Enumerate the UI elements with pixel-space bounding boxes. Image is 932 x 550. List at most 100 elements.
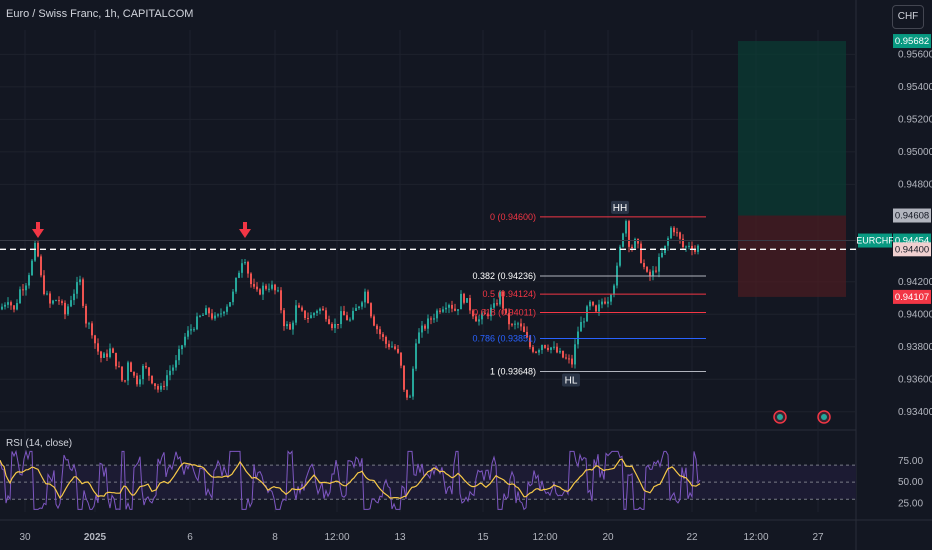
candle-body [10, 302, 12, 306]
candle-body [91, 323, 93, 336]
price-badge-bg [893, 208, 931, 223]
candle-body [448, 304, 450, 308]
candle-body [85, 305, 87, 324]
candle-body [586, 306, 588, 322]
candle-body [382, 334, 384, 337]
candle-body [649, 271, 651, 277]
candle-body [376, 325, 378, 330]
candle-body [52, 300, 54, 304]
symbol-badge-label: EURCHF [856, 236, 894, 246]
time-tick-label: 13 [394, 532, 406, 543]
candle-body [667, 238, 669, 246]
candle-body [82, 279, 84, 306]
candle-body [544, 345, 546, 348]
candle-body [208, 308, 210, 314]
fib-level-label: 0 (0.94600) [490, 212, 536, 222]
candle-body [490, 307, 492, 317]
candle-body [274, 284, 276, 291]
candle-body [532, 347, 534, 352]
position-loss-zone [738, 215, 846, 297]
candle-body [223, 311, 225, 314]
price-tick-label: 0.93600 [898, 374, 932, 385]
currency-button[interactable]: CHF [892, 5, 924, 29]
candle-body [520, 323, 522, 327]
candle-body [307, 318, 309, 320]
swing-tag-bg [562, 373, 580, 387]
candle-body [526, 331, 528, 338]
candle-body [352, 310, 354, 320]
candle-body [166, 375, 168, 387]
down-arrow-icon [243, 222, 247, 230]
rsi-tick-label: 75.00 [898, 456, 923, 467]
candle-body [64, 302, 66, 315]
candle-body [535, 351, 537, 353]
candle-body [325, 310, 327, 320]
candle-body [568, 358, 570, 360]
candle-body [406, 389, 408, 398]
candle-body [79, 279, 81, 283]
candle-body [232, 291, 234, 303]
candle-body [43, 275, 45, 295]
candle-body [109, 348, 111, 358]
time-tick-label: 12:00 [324, 532, 349, 543]
candle-body [688, 245, 690, 247]
candle-body [178, 349, 180, 361]
candle-body [139, 379, 141, 385]
price-tick-label: 0.94800 [898, 179, 932, 190]
fib-level-label: 0.382 (0.94236) [472, 271, 536, 281]
time-tick-label: 20 [602, 532, 614, 543]
candle-body [190, 329, 192, 331]
candle-body [148, 367, 150, 376]
candle-body [121, 366, 123, 381]
candle-body [40, 256, 42, 276]
candle-body [442, 309, 444, 312]
candle-body [184, 336, 186, 346]
candle-body [484, 313, 486, 315]
fib-level-label: 0.786 (0.93851) [472, 333, 536, 343]
price-badge-bg [893, 34, 931, 49]
candle-body [277, 290, 279, 292]
candle-body [268, 288, 270, 290]
candle-body [214, 315, 216, 319]
candle-body [37, 242, 39, 257]
symbol-badge-bg [858, 233, 892, 248]
candle-body [142, 365, 144, 380]
candle-body [646, 266, 648, 272]
candle-body [367, 291, 369, 304]
candle-body [100, 351, 102, 358]
candle-body [328, 319, 330, 324]
candle-body [598, 304, 600, 312]
candle-body [604, 301, 606, 304]
candle-body [634, 238, 636, 248]
candle-body [61, 301, 63, 303]
time-tick-label: 12:00 [743, 532, 768, 543]
candle-body [295, 305, 297, 323]
candle-body [637, 238, 639, 244]
price-badge-value: 0.94608 [895, 211, 929, 222]
candle-body [304, 310, 306, 319]
fib-level-label: 0.5 (0.94124) [482, 289, 536, 299]
candle-body [433, 318, 435, 320]
candle-body [28, 275, 30, 286]
candle-body [319, 308, 321, 311]
candle-body [235, 277, 237, 292]
candle-body [691, 245, 693, 250]
candle-body [652, 270, 654, 277]
candle-body [238, 272, 240, 278]
candle-body [655, 270, 657, 272]
swing-tag-label: HL [565, 375, 578, 386]
candle-body [601, 301, 603, 305]
price-tick-label: 0.94000 [898, 309, 932, 320]
candle-body [322, 308, 324, 311]
candle-body [349, 319, 351, 321]
candle-body [265, 285, 267, 289]
rsi-line [0, 449, 701, 511]
candle-body [523, 326, 525, 332]
candle-body [625, 221, 627, 234]
time-tick-label: 6 [187, 532, 193, 543]
time-tick-label: 30 [19, 532, 31, 543]
candle-body [124, 380, 126, 382]
candle-body [682, 238, 684, 248]
candle-body [118, 366, 120, 368]
